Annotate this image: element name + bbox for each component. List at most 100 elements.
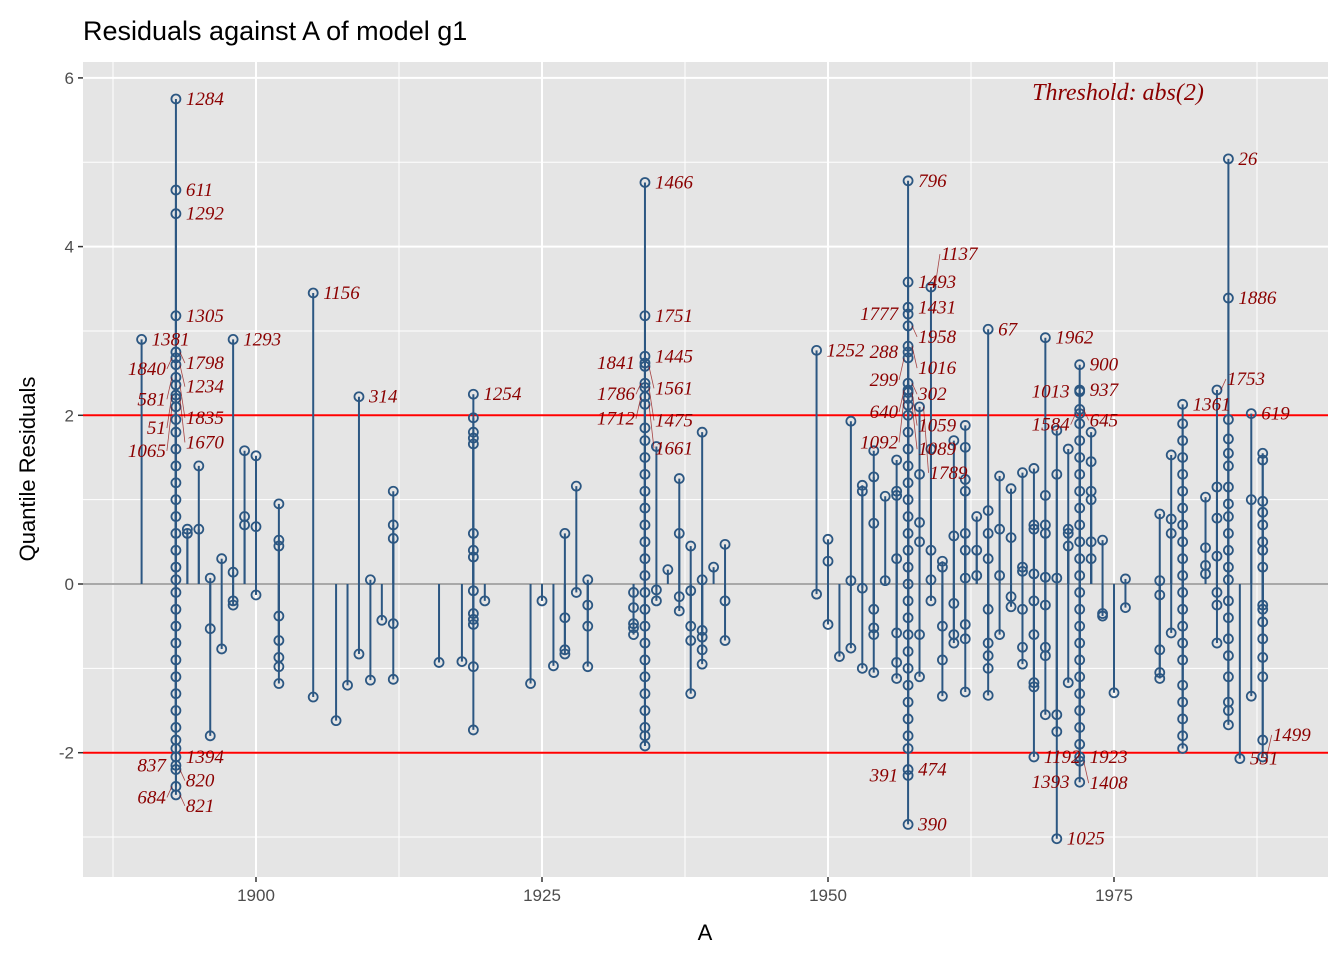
residual-point <box>216 643 228 655</box>
residual-point <box>216 553 228 565</box>
residual-point <box>1165 513 1177 525</box>
residual-point <box>570 587 582 598</box>
label-leader-line <box>1070 413 1077 425</box>
residual-point <box>868 445 880 457</box>
residual-point <box>959 544 971 556</box>
residual-point <box>971 511 983 522</box>
residual-point <box>1223 153 1234 165</box>
residual-point <box>937 690 948 702</box>
residual-point <box>1074 386 1086 398</box>
residual-point <box>1097 610 1108 622</box>
residual-point <box>1200 491 1211 503</box>
residual-point <box>1257 751 1269 763</box>
residual-point <box>136 333 148 345</box>
point-label: 391 <box>869 765 899 786</box>
label-leader-line <box>898 389 905 413</box>
residual-point <box>250 450 262 462</box>
residual-point <box>250 521 262 533</box>
point-label: 1561 <box>655 378 693 399</box>
residual-point <box>273 540 285 552</box>
residual-point <box>1154 508 1166 520</box>
residual-point <box>822 619 834 630</box>
residual-point <box>193 460 205 472</box>
point-label: 1475 <box>655 410 693 431</box>
residual-point <box>193 523 205 535</box>
residual-point <box>856 662 868 674</box>
residual-point <box>651 595 662 607</box>
residual-point <box>170 401 182 413</box>
residual-point <box>387 533 399 544</box>
residual-point <box>639 360 651 372</box>
residual-point <box>822 555 834 567</box>
plot-panel <box>83 62 1328 877</box>
residual-point <box>959 420 971 431</box>
point-label: 474 <box>918 760 947 781</box>
residual-point <box>1120 573 1131 585</box>
residual-point <box>170 346 182 358</box>
residual-point <box>937 561 948 573</box>
residual-point <box>1074 408 1086 420</box>
residual-point <box>971 544 983 556</box>
label-leader-line <box>179 364 186 387</box>
label-leader-line <box>635 383 642 395</box>
residual-point <box>570 480 582 492</box>
residual-point <box>1005 601 1017 613</box>
point-label: 51 <box>147 418 166 439</box>
point-label: 1789 <box>930 463 969 484</box>
point-label: 1065 <box>128 441 166 462</box>
residual-point <box>1074 359 1086 371</box>
residual-point <box>959 474 971 485</box>
point-label: 1962 <box>1055 328 1094 349</box>
y-axis-label: Quantile Residuals <box>15 377 40 562</box>
residual-point <box>902 175 914 187</box>
residual-point <box>639 350 651 362</box>
residual-point <box>902 308 914 320</box>
residual-point <box>1165 527 1177 539</box>
point-label: 1192 <box>1044 747 1081 768</box>
residual-point <box>1017 658 1028 670</box>
residual-point <box>891 490 903 501</box>
label-leader-line <box>648 387 655 421</box>
residual-point <box>1028 463 1040 474</box>
residual-point <box>1085 553 1097 565</box>
residual-point <box>1051 572 1063 584</box>
residual-point <box>170 93 182 105</box>
point-label: 1751 <box>655 306 693 327</box>
residual-point <box>914 401 925 413</box>
point-label: 1840 <box>128 359 167 380</box>
residual-point <box>948 435 960 447</box>
residual-point <box>1039 709 1051 721</box>
residual-point <box>639 740 651 752</box>
residual-point <box>1177 743 1189 754</box>
residual-point <box>1039 332 1051 344</box>
residual-point <box>719 635 731 646</box>
point-label: 684 <box>137 787 166 808</box>
residual-point <box>1211 384 1223 396</box>
y-tick-label: 6 <box>65 69 74 88</box>
label-leader-line <box>1220 378 1227 391</box>
residual-point <box>250 589 262 601</box>
residual-point <box>673 473 685 484</box>
point-label: 619 <box>1261 404 1290 425</box>
residual-point <box>204 572 216 584</box>
residual-point <box>1062 527 1074 539</box>
chart-title: Residuals against A of model g1 <box>83 16 467 46</box>
residual-point <box>673 527 685 539</box>
residual-point <box>868 667 880 678</box>
residual-point <box>307 691 319 703</box>
point-label: 1025 <box>1067 829 1105 850</box>
residual-point <box>868 471 880 483</box>
point-label: 1381 <box>152 329 190 350</box>
residual-point <box>1234 753 1246 765</box>
point-label: 1254 <box>483 384 522 405</box>
residual-point <box>902 818 914 830</box>
residual-point <box>822 533 834 545</box>
residual-point <box>1028 523 1040 535</box>
point-label: 821 <box>186 796 215 817</box>
residual-point <box>937 555 948 567</box>
residual-point <box>170 359 182 371</box>
y-tick-label: 2 <box>65 406 74 425</box>
point-label: 1292 <box>186 204 225 225</box>
point-label: 1584 <box>1032 415 1071 436</box>
